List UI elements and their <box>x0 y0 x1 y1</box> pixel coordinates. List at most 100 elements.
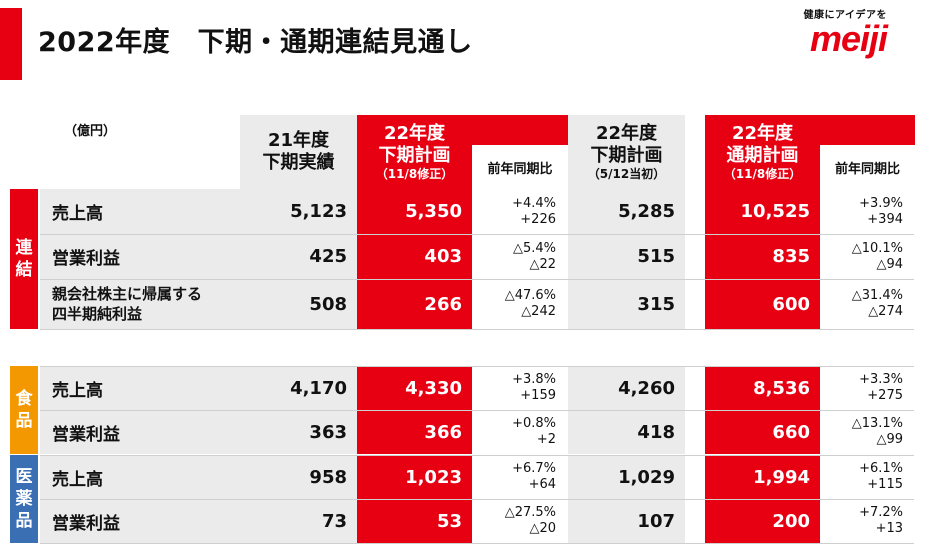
header-line: 22年度 <box>595 122 658 144</box>
header-fy21-h2-actual: 21年度 下期実績 <box>240 115 357 189</box>
label-line: 四半期純利益 <box>52 305 143 323</box>
header-red-strip <box>472 115 568 145</box>
yoy-amount: △22 <box>529 256 556 272</box>
yoy-rate: +3.9% <box>859 195 903 211</box>
cell-yoy-full: +3.9% +394 <box>820 189 915 234</box>
header-fy22-h2-plan-initial: 22年度 下期計画 （5/12当初） <box>568 115 685 189</box>
cell-full-revised: 835 <box>705 234 820 279</box>
group-tab-consolidated: 連 結 <box>10 189 38 329</box>
yoy-amount: +275 <box>867 388 903 403</box>
cell-yoy-full: △31.4% △274 <box>820 279 915 329</box>
cell-yoy-full: △10.1% △94 <box>820 234 915 279</box>
cell-yoy-full: +6.1% +115 <box>820 455 915 499</box>
row-label-pharma-op-income: 営業利益 <box>40 499 240 543</box>
cell-yoy-h2: △27.5% △20 <box>472 499 568 543</box>
header-yoy-h2: 前年同期比 <box>487 161 553 177</box>
yoy-amount: +2 <box>536 432 556 447</box>
header-line: 22年度 <box>731 122 794 144</box>
brand-block: 健康にアイデアを meiji <box>804 6 888 57</box>
cell-h2-initial: 418 <box>568 410 685 454</box>
header-fy22-h2-plan-revised: 22年度 下期計画 （11/8修正） <box>357 115 472 189</box>
row-separator <box>40 499 914 500</box>
yoy-amount: △94 <box>876 256 903 272</box>
cell-full-revised: 660 <box>705 410 820 454</box>
cell-h2-revised: 53 <box>357 499 472 543</box>
cell-h2-revised: 1,023 <box>357 455 472 499</box>
tab-char: 連 <box>15 238 33 258</box>
header-line: 下期計画 <box>378 144 451 166</box>
brand-tagline: 健康にアイデアを <box>803 10 887 21</box>
tab-char: 食 <box>15 389 33 409</box>
yoy-rate: △5.4% <box>512 240 556 256</box>
cell-yoy-h2: +0.8% +2 <box>472 410 568 454</box>
yoy-amount: △20 <box>529 521 556 536</box>
cell-yoy-full: +3.3% +275 <box>820 366 915 410</box>
yoy-rate: +6.1% <box>859 461 903 476</box>
header-line: 下期計画 <box>590 144 663 166</box>
yoy-rate: +6.7% <box>512 461 556 476</box>
cell-full-revised: 200 <box>705 499 820 543</box>
cell-h2-revised: 403 <box>357 234 472 279</box>
yoy-rate: △10.1% <box>851 240 903 256</box>
tab-char: 医 <box>15 467 33 487</box>
cell-fy21: 508 <box>240 279 357 329</box>
cell-fy21: 5,123 <box>240 189 357 234</box>
yoy-amount: +226 <box>520 211 556 227</box>
header-line: 下期実績 <box>262 152 335 173</box>
cell-h2-initial: 107 <box>568 499 685 543</box>
yoy-amount: △99 <box>876 432 903 447</box>
yoy-rate: +0.8% <box>512 416 556 431</box>
row-separator <box>40 234 914 235</box>
yoy-amount: +115 <box>867 477 903 492</box>
title-accent-bar <box>0 8 22 80</box>
cell-fy21: 73 <box>240 499 357 543</box>
cell-yoy-full: △13.1% △99 <box>820 410 915 454</box>
row-label-consolidated-net-income: 親会社株主に帰属する 四半期純利益 <box>40 279 240 329</box>
cell-fy21: 363 <box>240 410 357 454</box>
yoy-rate: +4.4% <box>512 195 556 211</box>
yoy-rate: +3.3% <box>859 372 903 387</box>
yoy-amount: +13 <box>875 521 903 536</box>
header-yoy-full: 前年同期比 <box>834 161 900 177</box>
cell-yoy-h2: △5.4% △22 <box>472 234 568 279</box>
header-fy22-full-plan-revised: 22年度 通期計画 （11/8修正） <box>705 115 820 189</box>
yoy-rate: △47.6% <box>504 288 556 303</box>
header-line: 通期計画 <box>726 144 799 166</box>
cell-h2-revised: 5,350 <box>357 189 472 234</box>
header-line: 21年度 <box>267 130 330 151</box>
tab-char: 結 <box>15 260 33 280</box>
row-label-food-op-income: 営業利益 <box>40 410 240 454</box>
row-label-consolidated-op-income: 営業利益 <box>40 234 240 279</box>
cell-fy21: 4,170 <box>240 366 357 410</box>
yoy-rate: +3.8% <box>512 372 556 387</box>
unit-label: （億円） <box>64 124 117 139</box>
yoy-amount: +394 <box>867 211 903 227</box>
yoy-amount: +159 <box>520 388 556 403</box>
yoy-rate: △13.1% <box>851 416 903 431</box>
page-title: 2022年度 下期・通期連結見通し <box>38 27 473 58</box>
cell-h2-revised: 266 <box>357 279 472 329</box>
cell-h2-revised: 4,330 <box>357 366 472 410</box>
cell-yoy-full: +7.2% +13 <box>820 499 915 543</box>
tab-char: 品 <box>15 411 33 431</box>
meiji-logo: meiji <box>809 18 888 59</box>
row-separator <box>40 366 914 367</box>
row-label-food-sales: 売上高 <box>40 366 240 410</box>
cell-h2-initial: 315 <box>568 279 685 329</box>
header-red-strip <box>820 115 915 145</box>
yoy-rate: +7.2% <box>859 505 903 520</box>
cell-h2-initial: 515 <box>568 234 685 279</box>
cell-full-revised: 10,525 <box>705 189 820 234</box>
row-separator <box>40 410 914 411</box>
header-note: （5/12当初） <box>587 166 666 181</box>
header-line: 22年度 <box>383 122 446 144</box>
row-separator <box>40 279 914 280</box>
cell-full-revised: 600 <box>705 279 820 329</box>
row-separator <box>40 455 914 456</box>
cell-h2-revised: 366 <box>357 410 472 454</box>
yoy-rate: △31.4% <box>851 288 903 303</box>
cell-full-revised: 1,994 <box>705 455 820 499</box>
group-tab-pharma: 医 薬 品 <box>10 455 38 543</box>
row-label-consolidated-sales: 売上高 <box>40 189 240 234</box>
cell-fy21: 425 <box>240 234 357 279</box>
